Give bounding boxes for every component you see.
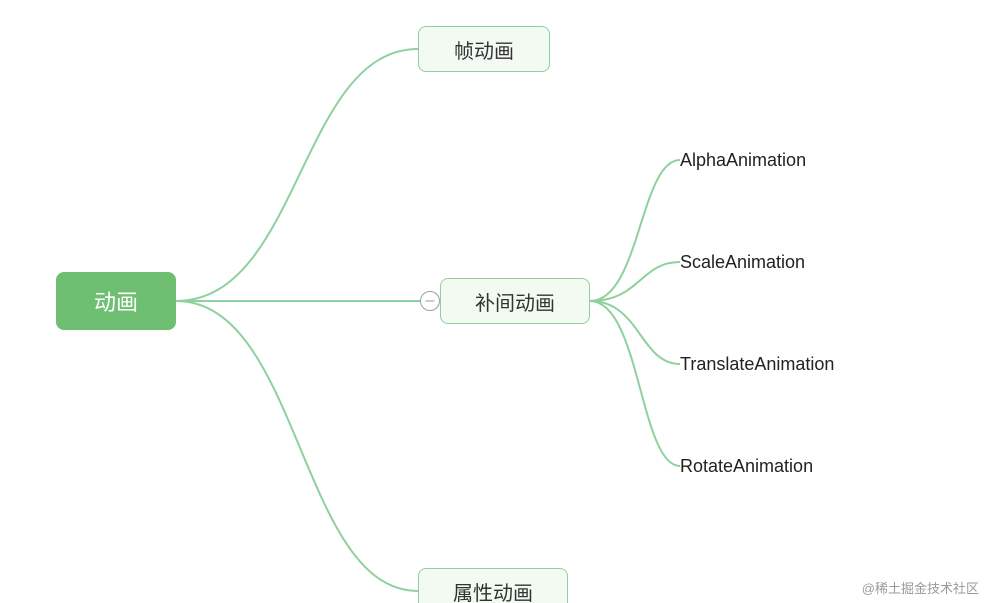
node-alpha[interactable]: AlphaAnimation (680, 146, 900, 174)
edge-tween-rotate (590, 301, 680, 466)
collapse-toggle[interactable]: – (420, 291, 440, 311)
node-trans-label: TranslateAnimation (680, 354, 834, 375)
edge-tween-scale (590, 262, 680, 301)
edge-tween-trans (590, 301, 680, 364)
node-frame[interactable]: 帧动画 (418, 26, 550, 72)
node-rotate[interactable]: RotateAnimation (680, 452, 900, 480)
minus-icon: – (426, 293, 435, 309)
node-prop[interactable]: 属性动画 (418, 568, 568, 603)
node-scale-label: ScaleAnimation (680, 252, 805, 273)
edge-root-frame (176, 49, 418, 301)
node-scale[interactable]: ScaleAnimation (680, 248, 900, 276)
watermark: @稀土掘金技术社区 (862, 578, 979, 597)
node-rotate-label: RotateAnimation (680, 456, 813, 477)
node-alpha-label: AlphaAnimation (680, 150, 806, 171)
node-frame-label: 帧动画 (454, 35, 514, 64)
node-tween[interactable]: 补间动画 (440, 278, 590, 324)
edge-tween-alpha (590, 160, 680, 301)
node-root[interactable]: 动画 (56, 272, 176, 330)
node-root-label: 动画 (94, 285, 138, 317)
mindmap-canvas: 动画 帧动画 补间动画 属性动画 AlphaAnimation ScaleAni… (0, 0, 989, 603)
node-trans[interactable]: TranslateAnimation (680, 350, 900, 378)
node-prop-label: 属性动画 (453, 577, 533, 603)
node-tween-label: 补间动画 (475, 287, 555, 316)
edge-root-prop (176, 301, 418, 591)
